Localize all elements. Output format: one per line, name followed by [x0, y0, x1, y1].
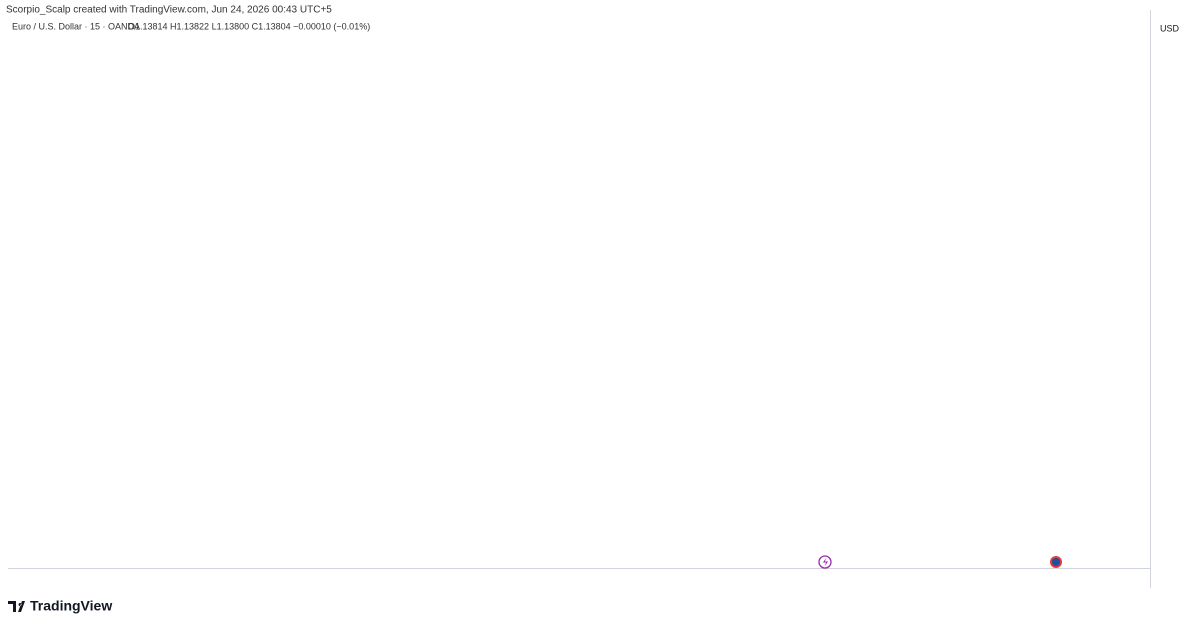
event-icon — [1050, 556, 1062, 568]
ohlc: O1.13814 H1.13822 L1.13800 C1.13804 −0.0… — [128, 21, 370, 31]
header: Scorpio_Scalp created with TradingView.c… — [6, 5, 332, 16]
brand: TradingView — [30, 598, 112, 614]
symbol: Euro / U.S. Dollar · 15 · OANDA — [12, 21, 140, 31]
logo: TradingView — [8, 598, 112, 614]
currency: USD — [1160, 23, 1180, 33]
event-icon — [818, 555, 832, 569]
